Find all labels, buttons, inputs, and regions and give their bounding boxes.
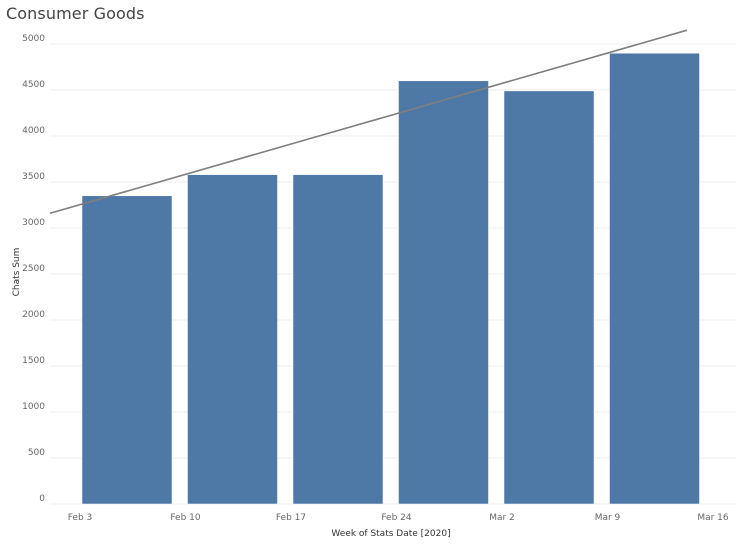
y-tick-label: 5000 bbox=[22, 34, 45, 44]
chart-title: Consumer Goods bbox=[6, 4, 145, 23]
bar-mar-9[interactable] bbox=[609, 52, 700, 505]
x-axis-title: Week of Stats Date [2020] bbox=[331, 529, 450, 539]
y-tick-label: 3000 bbox=[22, 218, 45, 228]
x-tick-label: Feb 24 bbox=[381, 513, 412, 523]
y-tick-label: 1500 bbox=[22, 356, 45, 366]
x-tick-label: Feb 17 bbox=[276, 513, 306, 523]
y-tick-label: 1000 bbox=[22, 402, 45, 412]
bar-mar-2[interactable] bbox=[503, 90, 595, 505]
x-axis-ticks: Feb 3 Feb 10 Feb 17 Feb 24 Mar 2 Mar 9 Mar 16 bbox=[68, 513, 729, 523]
y-tick-label: 500 bbox=[28, 448, 45, 458]
y-tick-label: 0 bbox=[39, 494, 45, 504]
bars bbox=[81, 52, 700, 505]
y-tick-label: 2000 bbox=[22, 310, 45, 320]
bar-feb-17[interactable] bbox=[292, 174, 384, 505]
x-tick-label: Feb 3 bbox=[68, 513, 93, 523]
x-tick-label: Mar 2 bbox=[489, 513, 515, 523]
y-axis-ticks: 0 500 1000 1500 2000 2500 3000 3500 4000 4500 5000 bbox=[22, 34, 45, 504]
y-tick-label: 2500 bbox=[22, 264, 45, 274]
y-axis-title: Chats Sum bbox=[12, 248, 22, 297]
y-tick-label: 3500 bbox=[22, 172, 45, 182]
y-tick-label: 4500 bbox=[22, 80, 45, 90]
x-tick-label: Mar 16 bbox=[697, 513, 729, 523]
trend-line bbox=[49, 29, 688, 215]
x-tick-label: Feb 10 bbox=[170, 513, 201, 523]
bar-feb-24[interactable] bbox=[398, 80, 489, 505]
x-tick-label: Mar 9 bbox=[595, 513, 621, 523]
y-tick-label: 4000 bbox=[22, 126, 45, 136]
bar-feb-3[interactable] bbox=[81, 195, 173, 505]
bar-feb-10[interactable] bbox=[187, 174, 278, 505]
